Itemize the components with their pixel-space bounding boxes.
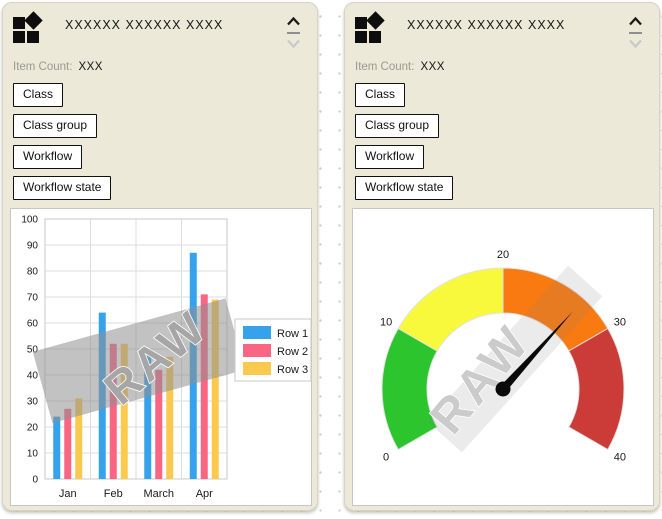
svg-text:10: 10: [27, 449, 39, 460]
filter-button-workflow[interactable]: Workflow: [355, 145, 425, 169]
filter-button-group: Class Class group Workflow Workflow stat…: [355, 83, 454, 200]
svg-text:100: 100: [21, 215, 38, 226]
filter-button-class[interactable]: Class: [13, 83, 64, 107]
filter-button-workflow[interactable]: Workflow: [13, 145, 83, 169]
filter-button-workflow-state[interactable]: Workflow state: [355, 176, 454, 200]
svg-text:40: 40: [614, 452, 626, 464]
filter-button-group: Class Class group Workflow Workflow stat…: [13, 83, 112, 200]
svg-text:70: 70: [27, 293, 39, 304]
item-count-value: XXX: [420, 61, 445, 73]
collapse-divider: [629, 32, 642, 34]
widget-logo-icon: [355, 11, 385, 45]
collapse-expand-control[interactable]: [628, 13, 644, 49]
chevron-up-icon[interactable]: [286, 16, 301, 26]
svg-text:10: 10: [380, 317, 392, 329]
svg-text:30: 30: [27, 397, 39, 408]
svg-text:20: 20: [27, 423, 39, 434]
svg-text:Apr: Apr: [196, 488, 213, 500]
filter-button-class[interactable]: Class: [355, 83, 406, 107]
widget-title: XXXXXX XXXXXX XXXX: [407, 18, 566, 32]
svg-text:Row 3: Row 3: [277, 364, 308, 376]
filter-button-class-group[interactable]: Class group: [13, 114, 98, 138]
svg-text:0: 0: [383, 452, 389, 464]
item-count-row: Item Count: XXX: [355, 61, 445, 73]
widget-card-gauge: XXXXXX XXXXXX XXXX Item Count: XXX Class …: [344, 2, 660, 511]
widget-card-bar-chart: XXXXXX XXXXXX XXXX Item Count: XXX Class …: [2, 2, 318, 511]
widget-title: XXXXXX XXXXXX XXXX: [65, 18, 224, 32]
svg-text:40: 40: [27, 371, 39, 382]
svg-text:20: 20: [497, 249, 509, 261]
bar-chart-panel: 0 10 20 30 40 50 60 70 80 90 100 Jan Feb March Apr RAW R…: [10, 208, 312, 506]
chevron-up-icon[interactable]: [628, 16, 643, 26]
svg-text:Jan: Jan: [59, 488, 77, 500]
gauge-chart-panel: 0 10 20 30 40 RAW: [352, 208, 654, 506]
chevron-down-icon[interactable]: [286, 39, 301, 49]
widget-logo-icon: [13, 11, 43, 45]
svg-text:50: 50: [27, 345, 39, 356]
svg-text:60: 60: [27, 319, 39, 330]
collapse-divider: [287, 32, 300, 34]
svg-text:Row 2: Row 2: [277, 346, 308, 358]
item-count-row: Item Count: XXX: [13, 61, 103, 73]
item-count-label: Item Count:: [13, 61, 73, 73]
svg-text:Feb: Feb: [104, 488, 123, 500]
item-count-label: Item Count:: [355, 61, 415, 73]
item-count-value: XXX: [78, 61, 103, 73]
collapse-expand-control[interactable]: [286, 13, 302, 49]
svg-text:80: 80: [27, 267, 39, 278]
filter-button-workflow-state[interactable]: Workflow state: [13, 176, 112, 200]
svg-text:30: 30: [614, 317, 626, 329]
chevron-down-icon[interactable]: [628, 39, 643, 49]
svg-text:90: 90: [27, 241, 39, 252]
svg-text:Row 1: Row 1: [277, 328, 308, 340]
svg-text:March: March: [143, 488, 174, 500]
svg-text:0: 0: [32, 475, 38, 486]
filter-button-class-group[interactable]: Class group: [355, 114, 440, 138]
